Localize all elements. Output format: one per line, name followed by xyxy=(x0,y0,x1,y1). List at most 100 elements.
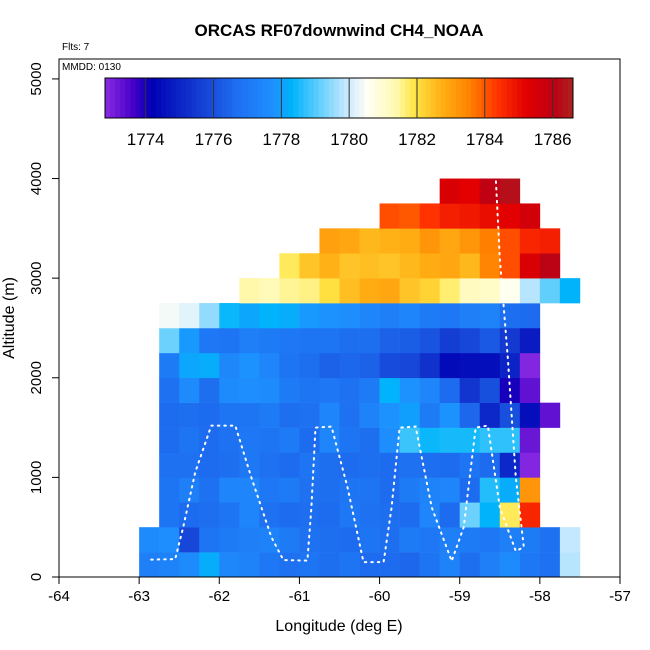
heatmap-cell xyxy=(539,527,561,553)
heatmap-cell xyxy=(519,477,541,503)
heatmap-cell xyxy=(239,452,260,478)
heatmap-cell xyxy=(459,527,481,553)
heatmap-cell xyxy=(299,303,320,329)
colorbar-swatch xyxy=(456,78,462,118)
heatmap-cell xyxy=(339,527,360,553)
heatmap-cell xyxy=(319,278,340,304)
heatmap-cell xyxy=(359,228,380,254)
heatmap-cell xyxy=(399,228,420,254)
heatmap-cell xyxy=(199,477,220,503)
heatmap-cell xyxy=(339,352,360,379)
heatmap-cells xyxy=(139,178,581,578)
heatmap-cell xyxy=(419,352,440,379)
colorbar-swatch xyxy=(191,78,197,118)
chart-title: ORCAS RF07downwind CH4_NOAA xyxy=(194,21,483,40)
colorbar-swatch xyxy=(562,78,569,118)
heatmap-cell xyxy=(299,352,320,379)
x-tick-label: -62 xyxy=(208,588,230,605)
heatmap-cell xyxy=(439,178,461,204)
colorbar-swatch xyxy=(120,78,126,118)
heatmap-cell xyxy=(319,303,340,329)
heatmap-cell xyxy=(219,452,240,478)
heatmap-cell xyxy=(399,203,420,229)
heatmap-cell xyxy=(159,502,180,528)
heatmap-cell xyxy=(239,552,260,578)
heatmap-cell xyxy=(399,452,420,478)
heatmap-cell xyxy=(419,552,440,578)
heatmap-cell xyxy=(179,552,200,578)
colorbar-swatch xyxy=(415,78,421,118)
heatmap-cell xyxy=(559,527,581,553)
colorbar-swatch xyxy=(227,78,233,118)
colorbar-swatch xyxy=(450,78,457,118)
heatmap-cell xyxy=(259,352,280,379)
colorbar-swatch xyxy=(293,78,299,118)
colorbar-swatch xyxy=(384,78,391,118)
heatmap-cell xyxy=(399,477,420,503)
heatmap-cell xyxy=(499,278,521,304)
heatmap-cell xyxy=(239,477,260,503)
heatmap-cell xyxy=(439,427,461,453)
heatmap-cell xyxy=(499,203,521,229)
heatmap-cell xyxy=(479,203,501,229)
heatmap-cell xyxy=(339,228,360,254)
heatmap-cell xyxy=(399,402,420,428)
heatmap-cell xyxy=(519,303,541,329)
colorbar-swatch xyxy=(542,78,548,118)
heatmap-cell xyxy=(199,402,220,428)
colorbar-swatch xyxy=(196,78,203,118)
y-axis: 0 1000 2000 3000 4000 5000 xyxy=(28,62,59,581)
colorbar-swatch xyxy=(262,78,269,118)
heatmap-cell xyxy=(339,477,360,503)
colorbar-swatch xyxy=(496,78,503,118)
colorbar-swatch xyxy=(252,78,259,118)
heatmap-cell xyxy=(359,402,380,428)
heatmap-cell xyxy=(499,402,521,428)
heatmap-cell xyxy=(279,303,300,329)
colorbar-swatch xyxy=(150,78,157,118)
colorbar-tick-label: 1774 xyxy=(127,130,165,149)
heatmap-cell xyxy=(539,228,561,254)
colorbar-swatch xyxy=(166,78,172,118)
colorbar-swatch xyxy=(379,78,386,118)
heatmap-cell xyxy=(519,377,541,403)
heatmap-cell xyxy=(459,477,481,503)
x-tick-label: -64 xyxy=(48,588,70,605)
heatmap-cell xyxy=(339,303,360,329)
heatmap-cell xyxy=(419,203,440,229)
heatmap-cell xyxy=(319,253,340,279)
colorbar-swatch xyxy=(547,78,554,118)
heatmap-cell xyxy=(439,377,461,403)
heatmap-cell xyxy=(459,253,481,279)
colorbar-swatch xyxy=(369,78,376,118)
colorbar-swatch xyxy=(532,78,538,118)
heatmap-cell xyxy=(299,253,320,279)
colorbar-swatch xyxy=(308,78,314,118)
colorbar-frame xyxy=(104,77,574,119)
colorbar-swatch xyxy=(400,78,406,118)
colorbar-swatch xyxy=(237,78,243,118)
colorbar-tick-label: 1780 xyxy=(330,130,368,149)
heatmap-cell xyxy=(379,303,400,329)
colorbar-swatch xyxy=(318,78,325,118)
heatmap-cell xyxy=(559,278,581,304)
heatmap-cell xyxy=(479,303,501,329)
colorbar-swatch xyxy=(247,78,253,118)
heatmap-cell xyxy=(139,552,160,578)
heatmap-cell xyxy=(439,303,461,329)
heatmap-cell xyxy=(239,352,260,379)
colorbar-swatch xyxy=(517,78,523,118)
heatmap-cell xyxy=(499,452,521,478)
heatmap-cell xyxy=(499,178,521,204)
heatmap-cell xyxy=(179,502,200,528)
colorbar-swatch xyxy=(410,78,416,118)
heatmap-cell xyxy=(319,377,340,403)
x-tick-label: -61 xyxy=(289,588,311,605)
heatmap-cell xyxy=(199,303,220,329)
colorbar-swatch xyxy=(232,78,238,118)
heatmap-cell xyxy=(419,502,440,528)
heatmap-cell xyxy=(299,452,320,478)
colorbar-swatch xyxy=(471,78,477,118)
colorbar-swatch xyxy=(354,78,360,118)
